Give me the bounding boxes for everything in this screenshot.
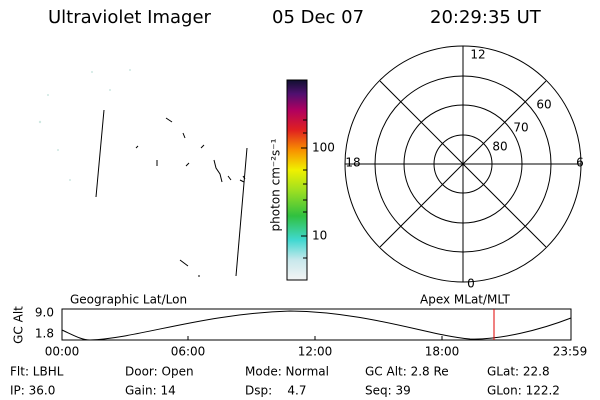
pixel <box>47 94 49 96</box>
colorbar-tick: 100 <box>312 141 335 155</box>
plot-title: Apex MLat/MLT <box>420 293 510 307</box>
pixel <box>38 120 42 124</box>
footer-field: Door: Open <box>125 365 194 379</box>
x-tick-label: 06:00 <box>171 345 206 359</box>
plot-frame <box>61 308 572 341</box>
mlt-label: 18 <box>345 156 360 170</box>
lat-label: 80 <box>492 140 507 154</box>
footer-field: GC Alt: 2.8 Re <box>365 365 449 379</box>
footer-field: Flt: LBHL <box>10 365 64 379</box>
y-label: GC Alt <box>12 306 26 344</box>
lat-label: 60 <box>536 98 551 112</box>
date: 05 Dec 07 <box>272 7 364 28</box>
x-tick-label: 00:00 <box>45 345 80 359</box>
polar-grid <box>344 45 582 283</box>
x-tick-label: 18:00 <box>425 345 460 359</box>
pixel <box>109 89 111 91</box>
image-marks <box>135 117 246 277</box>
colorbar-label: photon cm⁻²s⁻¹ <box>269 138 283 231</box>
footer: Flt: LBHL Door: Open Mode: Normal GC Alt: 2… <box>10 365 560 398</box>
time: 20:29:35 UT <box>430 7 542 28</box>
pixel <box>69 179 71 181</box>
image-line <box>235 147 248 277</box>
mlt-label: 12 <box>470 48 485 62</box>
uv-image <box>38 69 248 277</box>
footer-field: Gain: 14 <box>125 384 176 398</box>
colorbar-tick: 10 <box>312 229 327 243</box>
footer-field: Dsp: 4.7 <box>245 384 307 398</box>
x-ticks <box>61 336 572 340</box>
lat-label: 70 <box>513 121 528 135</box>
x-tick-label: 23:59 <box>553 345 588 359</box>
image-line <box>95 109 105 198</box>
footer-field: GLon: 122.2 <box>487 384 560 398</box>
pixel <box>129 69 131 71</box>
mlt-label: 0 <box>467 277 475 291</box>
colorbar <box>286 79 308 281</box>
y-tick-label: 1.8 <box>35 327 54 341</box>
footer-field: Seq: 39 <box>365 384 411 398</box>
colorbar-ticks <box>301 119 307 259</box>
footer-field: Mode: Normal <box>245 365 329 379</box>
y-tick-label: 9.0 <box>35 306 54 320</box>
footer-field: GLat: 22.8 <box>487 365 550 379</box>
mlt-label: 6 <box>576 156 584 170</box>
pixel <box>57 149 59 151</box>
spokes <box>345 46 581 282</box>
plot-title: Geographic Lat/Lon <box>70 293 187 307</box>
instrument: Ultraviolet Imager <box>48 7 212 28</box>
x-tick-label: 12:00 <box>298 345 333 359</box>
footer-field: IP: 36.0 <box>10 384 55 398</box>
altitude-curve <box>61 310 572 341</box>
pixel <box>91 71 93 73</box>
